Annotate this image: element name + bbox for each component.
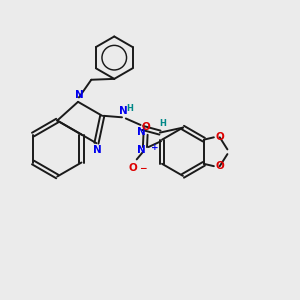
Text: N: N (75, 90, 84, 100)
Text: +: + (151, 143, 158, 152)
Text: O: O (216, 132, 225, 142)
Text: N: N (137, 127, 146, 137)
Text: H: H (160, 119, 167, 128)
Text: O: O (216, 161, 225, 171)
Text: N: N (119, 106, 128, 116)
Text: O: O (141, 122, 150, 132)
Text: N: N (93, 145, 102, 155)
Text: H: H (127, 104, 134, 113)
Text: N: N (137, 145, 146, 155)
Text: −: − (139, 164, 147, 172)
Text: O: O (129, 163, 137, 173)
